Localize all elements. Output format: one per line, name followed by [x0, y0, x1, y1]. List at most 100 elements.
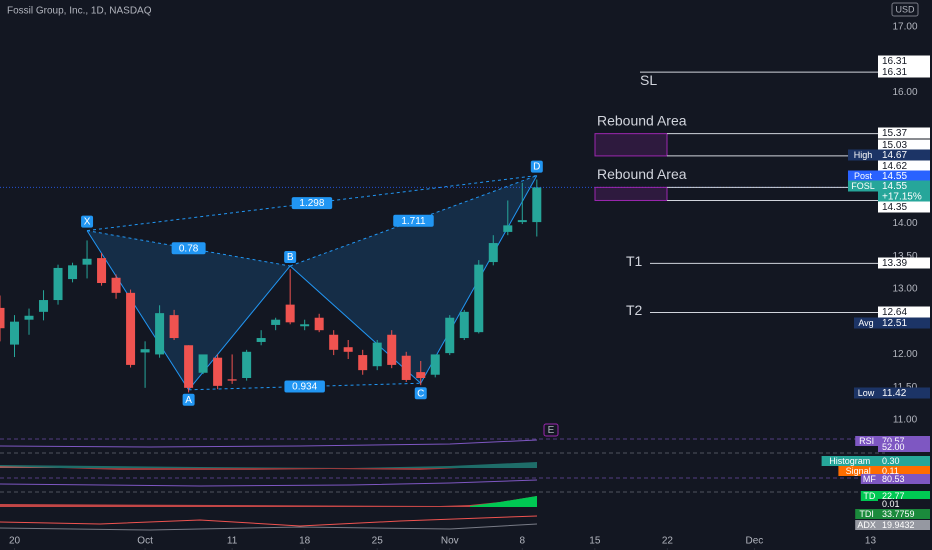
candle-body: [503, 225, 513, 232]
point-box: [414, 387, 427, 400]
candle-body: [285, 304, 295, 323]
y-tick-label: 13.50: [892, 251, 917, 262]
candle-body: [532, 187, 542, 223]
candle-body: [488, 243, 498, 263]
indicator-tag: [878, 491, 930, 501]
candle-body: [517, 220, 527, 223]
price-tag: [878, 306, 930, 318]
indicator-name-box: [860, 491, 878, 501]
histogram-area: [0, 466, 460, 470]
price-tag-name-box: [854, 387, 878, 399]
indicator-tag: [878, 499, 930, 509]
price-tag: [878, 66, 930, 78]
candle-body: [10, 321, 20, 345]
price-tag-name-box: [848, 170, 878, 182]
ratio-line: [289, 175, 537, 267]
indicator-name: ADX: [857, 520, 876, 530]
indicator-name-box: [860, 474, 878, 484]
price-tag-label: 15.37: [882, 128, 907, 139]
indicator-name: TDI: [859, 509, 874, 519]
candle-body: [358, 355, 368, 371]
price-tag-name: Post: [854, 171, 873, 181]
indicator-value: 0.30: [882, 456, 900, 466]
ratio-box: [291, 197, 333, 210]
x-tick-label: 8: [520, 536, 526, 547]
point-box: [81, 215, 94, 228]
x-tick-label: 13: [865, 536, 877, 547]
indicator-name: TD: [863, 491, 875, 501]
price-tag-name-box: [848, 180, 878, 192]
y-tick-label: 13.00: [892, 284, 917, 295]
candle-body: [445, 317, 455, 354]
point-label: A: [185, 395, 192, 406]
price-tag: [878, 180, 930, 192]
price-tag: [878, 149, 930, 161]
x-tick-label: 18: [299, 536, 311, 547]
y-tick-label: 11.50: [893, 382, 918, 393]
indicator-tag: [878, 509, 930, 519]
x-tick-label: 15: [589, 536, 601, 547]
indicator-name: MF: [863, 474, 876, 484]
candle-body: [459, 311, 469, 339]
price-tag-name: FOSL: [851, 181, 875, 191]
level-label: T1: [626, 253, 643, 269]
indicator-name-box: [855, 436, 878, 446]
price-tag-label: 15.03: [882, 140, 907, 151]
price-tag-name-box: [854, 317, 878, 329]
price-tag-label: 11.42: [882, 388, 907, 399]
price-tag: [878, 127, 930, 139]
candle-body: [416, 372, 426, 379]
ratio-box: [284, 380, 325, 393]
price-tag-name: Low: [858, 388, 875, 398]
y-tick-label: 17.00: [892, 22, 917, 33]
td-area: [470, 496, 537, 507]
candle-body: [474, 264, 484, 333]
candle-body: [227, 379, 237, 381]
candle-body: [300, 324, 310, 327]
candle-body: [184, 345, 194, 388]
x-tick-label: 20: [9, 536, 21, 547]
price-tag-label: 16.31: [882, 67, 907, 78]
level-label: Rebound Area: [597, 166, 687, 182]
rebound-box: [594, 186, 668, 201]
candle-body: [169, 315, 179, 339]
indicator-name-box: [838, 466, 878, 476]
candle-body: [82, 258, 92, 265]
indicator-value: 33.7759: [882, 509, 915, 519]
indicator-value: 22.77: [882, 491, 905, 501]
price-tag-name-box: [848, 149, 878, 161]
rebound-box: [594, 133, 668, 157]
point-label: C: [417, 388, 424, 399]
candle-body: [401, 355, 411, 380]
price-tag-label: 12.51: [882, 318, 907, 329]
indicator-value: 0.11: [882, 466, 899, 476]
price-tag: [878, 387, 930, 399]
candle-body: [24, 315, 34, 320]
price-tag: [878, 55, 930, 67]
pattern-fill: [87, 230, 291, 390]
point-label: X: [84, 217, 91, 228]
candle-body: [111, 277, 121, 293]
candle-body: [271, 319, 281, 325]
indicator-value: 0.01: [882, 499, 900, 509]
price-tag-label: 14.62: [882, 161, 907, 172]
x-tick-label: Nov: [441, 536, 459, 547]
adx-line: [0, 515, 538, 527]
candle-body: [372, 342, 382, 367]
candle-body: [140, 349, 150, 353]
x-tick-label: 11: [227, 536, 238, 547]
ratio-label: 1.711: [401, 216, 426, 227]
level-label: Rebound Area: [597, 112, 687, 128]
y-tick-label: 12.00: [892, 349, 917, 360]
candle-body: [68, 265, 78, 280]
x-tick-label: 22: [662, 536, 674, 547]
indicator-name-box: [821, 456, 878, 466]
indicator-value: 19.9432: [882, 520, 915, 530]
candle-body: [97, 258, 107, 284]
price-tag-label: 12.64: [882, 307, 907, 318]
x-tick-label: Oct: [137, 536, 153, 547]
candle-body: [213, 357, 223, 386]
price-tag: [878, 201, 930, 213]
level-label: SL: [640, 72, 657, 88]
